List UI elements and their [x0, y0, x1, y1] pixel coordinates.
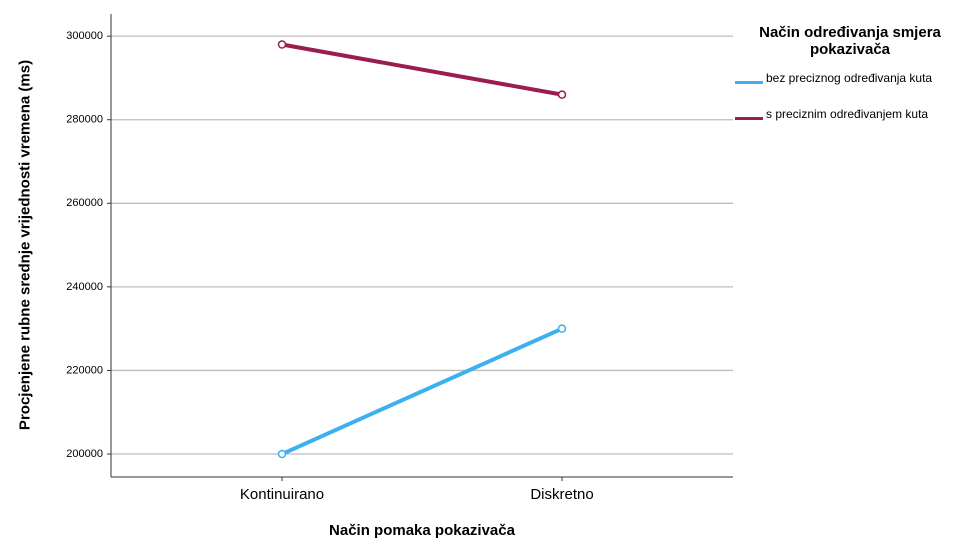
legend-swatch: [735, 117, 763, 120]
legend-title: Način određivanja smjera pokazivača: [759, 24, 941, 58]
y-tick-label: 280000: [66, 114, 103, 126]
legend-item: bez preciznog određivanja kuta: [735, 72, 975, 84]
point-marker: [277, 449, 287, 459]
legend-swatch: [735, 81, 763, 84]
point-marker: [557, 324, 567, 333]
x-tick-label: Diskretno: [530, 486, 593, 503]
y-tick-label: 260000: [66, 197, 103, 209]
y-tick-label: 240000: [66, 281, 103, 293]
y-axis-title: Procjenjene rubne srednje vrijednosti vr…: [16, 59, 34, 431]
x-tick-label: Kontinuirano: [240, 486, 324, 503]
point-marker: [277, 40, 287, 49]
y-tick-label: 300000: [66, 30, 103, 42]
legend-item: s preciznim određivanjem kuta: [735, 108, 975, 120]
point-marker: [557, 90, 567, 99]
series-line: [281, 326, 563, 456]
x-axis-title: Način pomaka pokazivača: [329, 522, 515, 539]
legend-label: bez preciznog određivanja kuta: [766, 71, 933, 85]
legend-label: s preciznim određivanjem kuta: [766, 107, 929, 121]
y-tick-label: 220000: [66, 364, 103, 376]
series-line: [281, 42, 563, 97]
y-tick-label: 200000: [66, 448, 103, 460]
